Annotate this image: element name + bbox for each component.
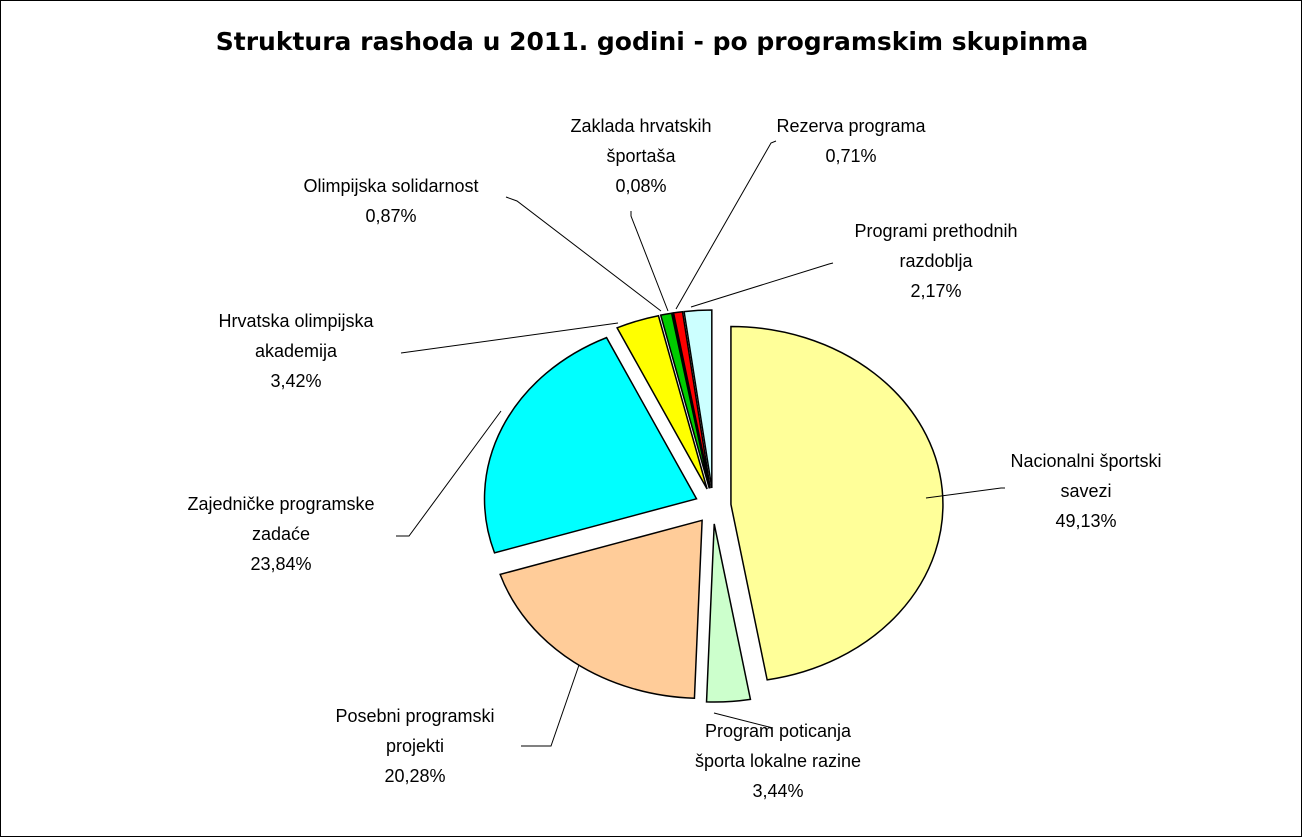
slice-value: 3,42% xyxy=(270,371,322,391)
leader-line xyxy=(400,322,619,354)
slice-label: Rezerva programa 0,71% xyxy=(751,111,951,171)
pie-slice xyxy=(705,523,752,703)
leader-line xyxy=(521,664,580,747)
slice-label: Program poticanja športa lokalne razine 3… xyxy=(678,716,878,806)
pie-slice xyxy=(672,310,712,489)
pie-slice xyxy=(483,336,698,554)
slice-name: Posebni programski projekti xyxy=(335,706,495,756)
slice-value: 3,44% xyxy=(752,781,804,801)
slice-label: Programi prethodnih razdoblja 2,17% xyxy=(841,216,1031,306)
slice-name: Rezerva programa xyxy=(776,116,926,136)
slice-name: Zaklada hrvatskih športaša xyxy=(570,116,712,166)
slice-value: 23,84% xyxy=(250,554,312,574)
slice-value: 0,71% xyxy=(825,146,877,166)
slice-name: Zajedničke programske zadaće xyxy=(187,494,375,544)
chart-title: Struktura rashoda u 2011. godini - po pr… xyxy=(215,27,1089,56)
pie-slice xyxy=(616,314,708,490)
slice-value: 20,28% xyxy=(384,766,446,786)
slice-name: Nacionalni športski savezi xyxy=(1010,451,1162,501)
slice-name: Program poticanja športa lokalne razine xyxy=(694,721,862,771)
leader-line xyxy=(396,410,502,537)
leader-line xyxy=(713,712,774,729)
slice-name: Hrvatska olimpijska akademija xyxy=(218,311,374,361)
pie-slice xyxy=(683,309,713,489)
pie-slice xyxy=(499,519,703,699)
leader-line xyxy=(630,211,669,312)
slice-label: Olimpijska solidarnost 0,87% xyxy=(271,171,511,231)
slice-label: Zajedničke programske zadaće 23,84% xyxy=(181,489,381,579)
slice-label: Posebni programski projekti 20,28% xyxy=(325,701,505,791)
slice-value: 2,17% xyxy=(910,281,962,301)
leader-line xyxy=(505,196,662,312)
slice-value: 49,13% xyxy=(1055,511,1117,531)
slice-label: Nacionalni športski savezi 49,13% xyxy=(986,446,1186,536)
slice-value: 0,87% xyxy=(365,206,417,226)
slice-value: 0,08% xyxy=(615,176,667,196)
slice-label: Zaklada hrvatskih športaša 0,08% xyxy=(556,111,726,201)
slice-name: Programi prethodnih razdoblja xyxy=(854,221,1018,271)
slice-label: Hrvatska olimpijska akademija 3,42% xyxy=(201,306,391,396)
slice-name: Olimpijska solidarnost xyxy=(303,176,479,196)
pie-slice xyxy=(730,325,944,681)
leader-line xyxy=(675,140,777,310)
leader-line xyxy=(925,487,1005,499)
leader-line xyxy=(690,262,834,308)
